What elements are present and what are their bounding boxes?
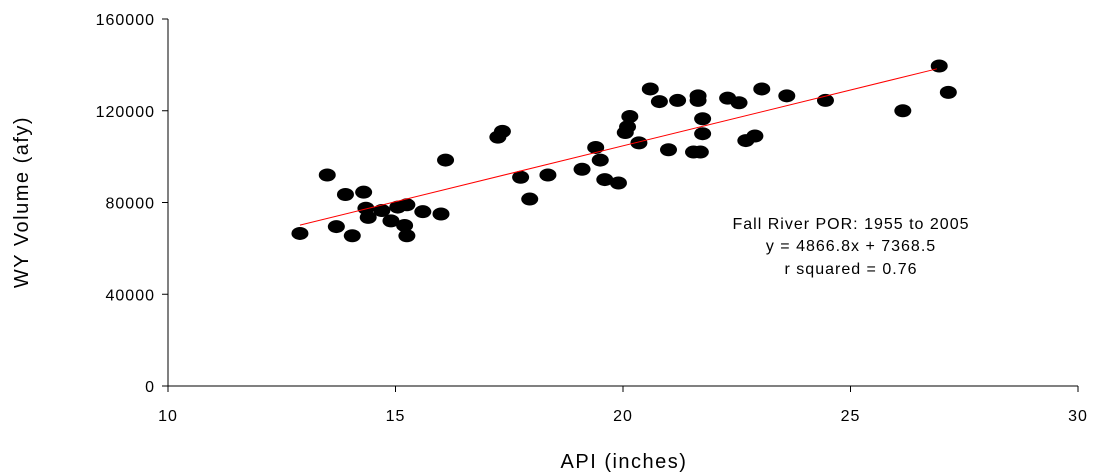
y-ticks: 0 40000 80000 120000 160000 bbox=[96, 12, 168, 396]
data-point bbox=[609, 176, 627, 190]
x-tick-label: 25 bbox=[841, 408, 861, 425]
x-tick-label: 15 bbox=[386, 408, 406, 425]
data-point bbox=[689, 89, 707, 103]
data-point bbox=[778, 89, 796, 103]
x-tick-label: 20 bbox=[613, 408, 633, 425]
trendline bbox=[299, 68, 938, 226]
data-point bbox=[512, 170, 530, 184]
y-tick-label: 40000 bbox=[106, 287, 156, 304]
data-point bbox=[291, 226, 309, 240]
data-point bbox=[694, 127, 712, 141]
data-point bbox=[539, 168, 557, 182]
data-point bbox=[691, 145, 709, 159]
data-point bbox=[343, 229, 361, 243]
data-point bbox=[398, 198, 416, 212]
data-point bbox=[596, 173, 614, 187]
data-points bbox=[291, 59, 957, 243]
data-point bbox=[327, 220, 345, 234]
data-point bbox=[630, 136, 648, 150]
data-point bbox=[669, 93, 687, 107]
data-point bbox=[396, 218, 414, 232]
data-point bbox=[318, 168, 336, 182]
data-point bbox=[521, 192, 539, 206]
data-point bbox=[660, 143, 677, 157]
x-tick-label: 10 bbox=[158, 408, 178, 425]
data-point bbox=[930, 59, 948, 73]
data-point bbox=[650, 95, 668, 109]
data-point bbox=[359, 210, 377, 224]
data-point bbox=[641, 82, 659, 96]
y-tick-label: 160000 bbox=[96, 12, 155, 29]
x-axis-title: API (inches) bbox=[561, 451, 688, 473]
data-point bbox=[591, 153, 609, 167]
annotation-title: Fall River POR: 1955 to 2005 bbox=[733, 216, 970, 233]
y-tick-label: 80000 bbox=[106, 196, 156, 213]
y-axis-title: WY Volume (afy) bbox=[11, 116, 33, 288]
data-point bbox=[336, 187, 354, 201]
data-point bbox=[619, 120, 637, 134]
data-point bbox=[939, 85, 957, 99]
x-ticks: 10 15 20 25 30 bbox=[158, 386, 1088, 425]
data-point bbox=[694, 112, 712, 126]
data-point bbox=[587, 140, 605, 154]
data-point bbox=[730, 96, 748, 110]
data-point bbox=[414, 205, 432, 219]
data-point bbox=[753, 82, 771, 96]
data-point bbox=[437, 153, 455, 167]
data-point bbox=[746, 129, 764, 143]
data-point bbox=[398, 229, 416, 243]
data-point bbox=[573, 162, 591, 176]
data-point bbox=[355, 185, 373, 199]
data-point bbox=[432, 207, 450, 221]
annotation-r-squared: r squared = 0.76 bbox=[785, 261, 918, 278]
data-point bbox=[382, 214, 400, 228]
x-tick-label: 30 bbox=[1068, 408, 1088, 425]
data-point bbox=[373, 204, 391, 218]
data-point bbox=[894, 104, 912, 118]
annotation-equation: y = 4866.8x + 7368.5 bbox=[766, 238, 936, 255]
data-point bbox=[493, 124, 511, 138]
y-tick-label: 0 bbox=[145, 379, 155, 396]
data-point bbox=[621, 109, 639, 123]
y-tick-label: 120000 bbox=[96, 104, 155, 121]
